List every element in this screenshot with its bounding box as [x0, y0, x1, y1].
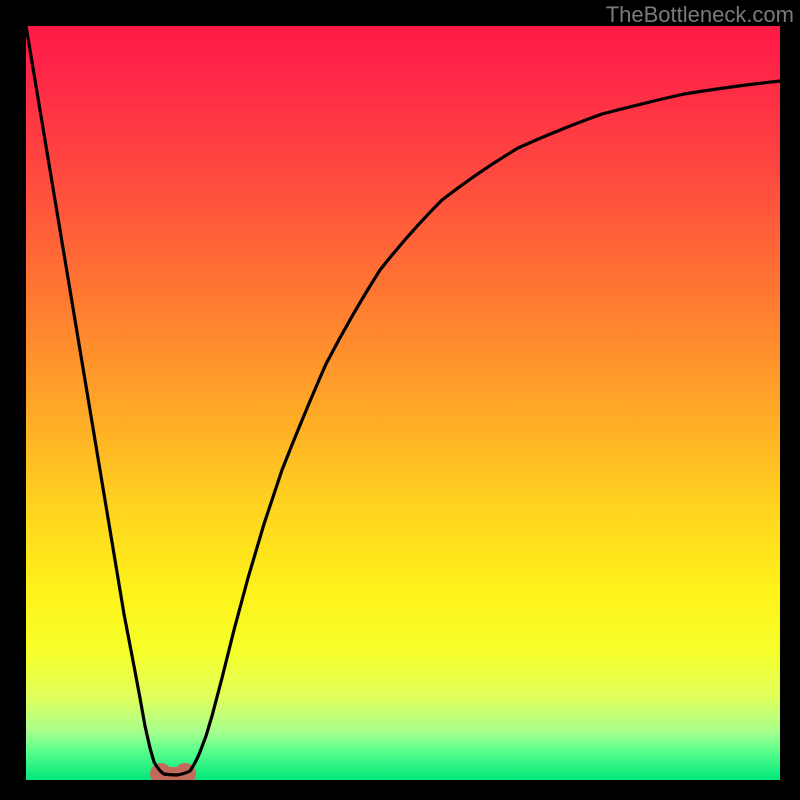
curve-layer — [26, 26, 780, 780]
bottleneck-curve — [26, 26, 780, 775]
chart-outer: TheBottleneck.com — [0, 0, 800, 800]
watermark-text: TheBottleneck.com — [606, 2, 794, 28]
plot-area — [26, 26, 780, 780]
